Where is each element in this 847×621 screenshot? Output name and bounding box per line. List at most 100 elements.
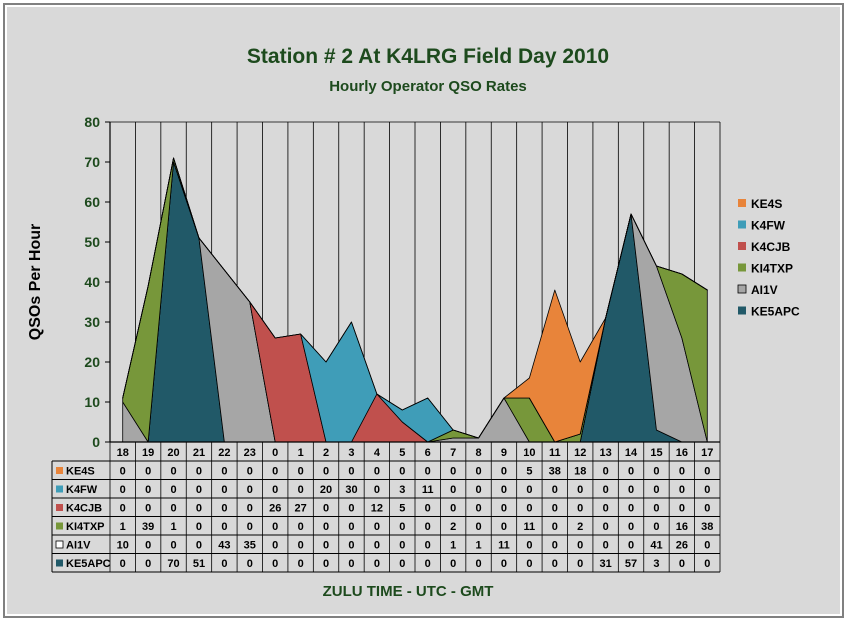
table-cell: 0 [704,466,710,478]
table-cell: 18 [574,466,586,478]
table-cell: 0 [247,521,253,533]
x-tick-label: 6 [425,447,431,459]
table-cell: 0 [170,466,176,478]
legend-swatch-k4fw [738,220,746,229]
table-cell: 1 [170,521,176,533]
table-cell: 0 [298,558,304,570]
table-cell: 0 [628,466,634,478]
x-tick-label: 14 [625,447,638,459]
table-cell: 0 [603,503,609,515]
legend-label-ki4txp: KI4TXP [751,262,793,276]
table-cell: 0 [374,540,380,552]
table-cell: 39 [142,521,154,533]
x-tick-label: 23 [244,447,256,459]
table-cell: 0 [704,484,710,496]
y-tick-label: 0 [92,434,100,450]
table-cell: 0 [348,521,354,533]
table-cell: 11 [498,540,510,552]
table-cell: 0 [628,503,634,515]
table-cell: 0 [704,540,710,552]
table-cell: 0 [653,521,659,533]
table-cell: 0 [120,484,126,496]
y-tick-label: 40 [84,274,100,290]
table-cell: 0 [221,466,227,478]
table-cell: 0 [196,521,202,533]
table-cell: 0 [475,503,481,515]
table-cell: 0 [272,466,278,478]
table-cell: 26 [269,503,281,515]
table-cell: 41 [650,540,662,552]
x-tick-label: 4 [374,447,381,459]
table-cell: 0 [145,484,151,496]
table-cell: 0 [399,466,405,478]
table-cell: 0 [603,521,609,533]
x-tick-label: 5 [399,447,405,459]
table-cell: 38 [701,521,713,533]
table-row-label: K4FW [66,484,98,496]
table-cell: 0 [272,558,278,570]
table-cell: 0 [526,484,532,496]
table-cell: 0 [145,503,151,515]
table-cell: 0 [628,521,634,533]
table-cell: 0 [298,466,304,478]
table-cell: 2 [450,521,456,533]
table-cell: 0 [450,466,456,478]
table-cell: 0 [450,484,456,496]
table-cell: 0 [450,558,456,570]
table-cell: 0 [298,540,304,552]
x-tick-label: 20 [167,447,179,459]
table-cell: 0 [221,521,227,533]
y-tick-label: 80 [84,114,100,130]
x-tick-label: 8 [475,447,481,459]
table-cell: 11 [422,484,434,496]
table-row-label: AI1V [66,540,91,552]
table-cell: 0 [348,466,354,478]
table-cell: 0 [221,558,227,570]
legend-swatch-ke4s [738,199,746,207]
table-cell: 0 [399,558,405,570]
table-cell: 0 [120,558,126,570]
table-cell: 0 [348,503,354,515]
table-cell: 43 [218,540,230,552]
table-cell: 0 [628,484,634,496]
table-cell: 30 [345,484,357,496]
table-cell: 0 [603,484,609,496]
x-tick-label: 13 [600,447,612,459]
table-cell: 0 [679,503,685,515]
table-cell: 0 [323,540,329,552]
x-tick-label: 3 [348,447,354,459]
table-cell: 0 [450,503,456,515]
legend-label-ke5apc: KE5APC [751,305,800,319]
table-cell: 0 [298,521,304,533]
table-cell: 0 [653,466,659,478]
table-cell: 0 [348,540,354,552]
table-cell: 5 [399,503,405,515]
x-tick-label: 1 [298,447,304,459]
table-cell: 0 [653,503,659,515]
y-tick-label: 70 [84,154,100,170]
table-cell: 0 [323,503,329,515]
table-cell: 0 [374,466,380,478]
table-cell: 0 [425,558,431,570]
table-cell: 0 [552,540,558,552]
table-cell: 20 [320,484,332,496]
table-cell: 0 [425,521,431,533]
y-tick-label: 60 [84,194,100,210]
table-cell: 0 [704,503,710,515]
chart-title: Station # 2 At K4LRG Field Day 2010 [247,45,609,68]
table-cell: 0 [526,540,532,552]
table-cell: 0 [501,558,507,570]
table-row-label: K4CJB [66,503,102,515]
table-cell: 0 [577,558,583,570]
legend-swatch-ai1v [737,284,747,294]
y-tick-label: 30 [84,314,100,330]
table-cell: 0 [221,484,227,496]
table-cell: 27 [295,503,307,515]
table-cell: 12 [371,503,383,515]
table-cell: 0 [247,503,253,515]
table-cell: 0 [348,558,354,570]
table-cell: 0 [399,521,405,533]
table-cell: 0 [526,558,532,570]
